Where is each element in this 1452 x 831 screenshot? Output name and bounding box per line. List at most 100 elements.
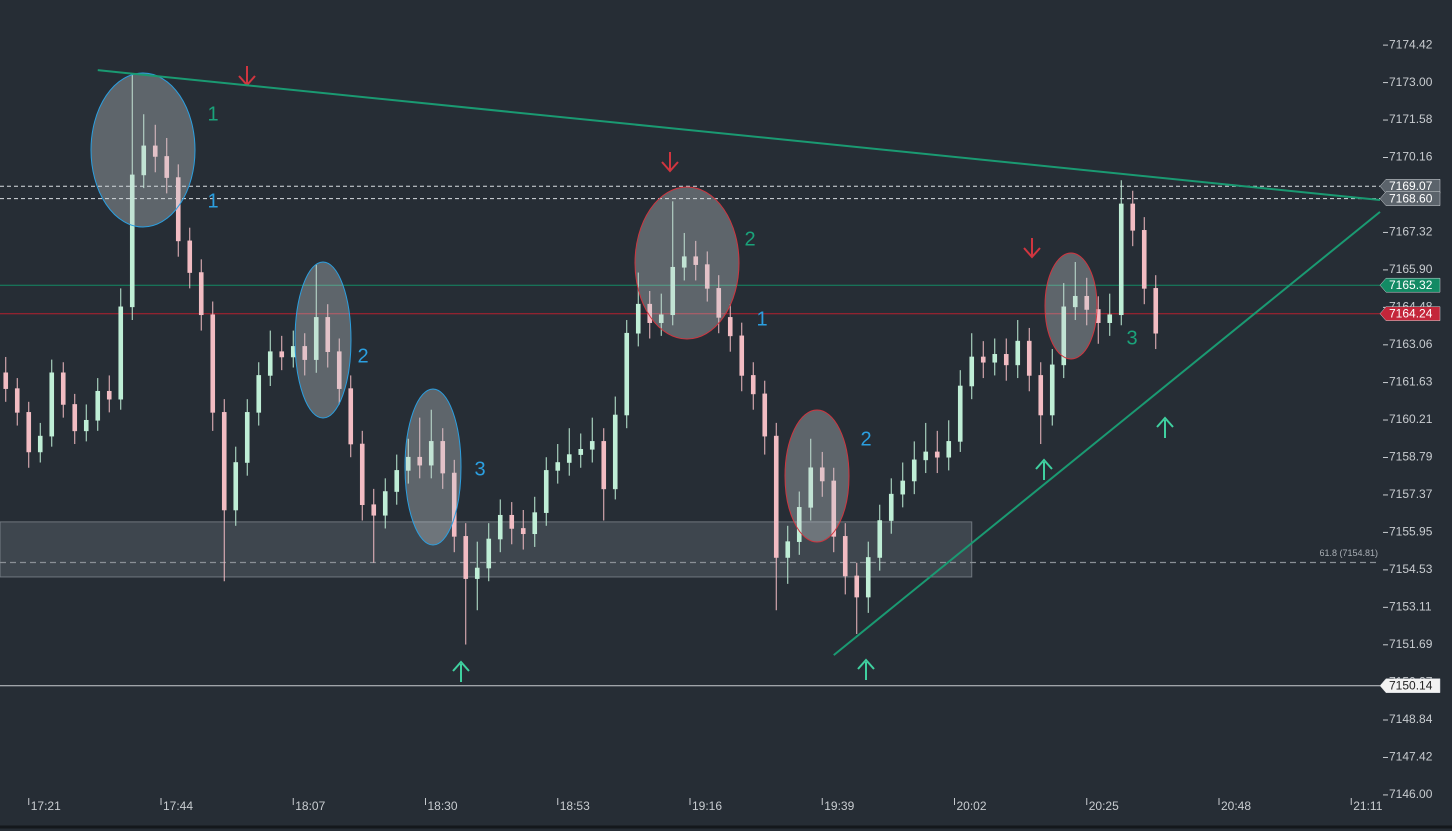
y-tick-label: 7170.16 [1389,150,1433,164]
candle-body [497,514,503,540]
candle-body [566,454,572,463]
y-tick-label: 7158.79 [1389,450,1433,464]
x-tick-label: 20:02 [957,799,987,813]
up-arrow [857,658,875,680]
candle-body [210,314,216,413]
candle-body [762,393,768,437]
candle-body [934,451,940,458]
y-tick-label: 7171.58 [1389,112,1433,126]
y-tick-label: 7157.37 [1389,487,1433,501]
candle-body [693,256,699,265]
candle-body [819,467,825,482]
candle-body [1084,295,1090,310]
candle-body [957,385,963,442]
up-arrow [1035,458,1053,480]
ellipse [404,388,462,546]
candle-body [865,557,871,598]
up-arrows [452,416,1174,682]
candle-body [612,414,618,490]
zone [0,521,973,578]
down-arrow [1023,238,1041,259]
candle-body [198,272,204,316]
candle-body [486,538,492,569]
candle-body [49,372,55,437]
candle-body [394,470,400,492]
candle-body [256,375,262,413]
candle-body [923,451,929,461]
annotation: 1 [756,308,767,330]
annotation: 3 [1126,327,1137,349]
candle-body [658,314,664,323]
y-tick-label: 7153.11 [1389,600,1432,614]
price-tag-label: 7150.14 [1389,678,1433,692]
annotation: 1 [207,103,218,125]
x-tick-label: 19:16 [692,799,722,813]
trendline [833,211,1381,656]
y-tick-label: 7147.42 [1389,750,1433,764]
candle-body [946,441,952,458]
y-tick-label: 7163.06 [1389,337,1433,351]
price-tag [1379,678,1441,693]
candle-body [405,456,411,471]
candle-body [37,435,43,453]
up-arrow [1156,416,1174,438]
price-tag-label: 7164.24 [1389,306,1433,320]
candle-body [1061,306,1067,366]
y-tick-label: 7154.53 [1389,562,1433,576]
candle-body [1003,354,1009,366]
up-arrow [452,660,470,682]
candle-body [1038,375,1044,416]
candle-body [1072,295,1078,308]
candle-body [221,412,227,511]
x-tick-label: 18:53 [560,799,590,813]
candle-body [911,459,917,482]
y-tick-label: 7167.32 [1389,225,1433,239]
y-tick-label: 7155.95 [1389,525,1433,539]
x-tick-label: 17:21 [31,799,61,813]
candle-body [578,449,584,455]
candle-body [164,156,170,178]
y-tick-label: 7174.42 [1389,37,1433,51]
price-tag [1379,277,1441,293]
candle-body [1141,230,1147,289]
ellipse [294,261,352,419]
candle-body [451,472,457,537]
price-tag-label: 7168.60 [1389,191,1433,205]
candle-body [796,507,802,542]
drawings [90,66,1174,682]
candle-body [601,441,607,490]
candle-body [716,288,722,318]
candle-body [1049,364,1055,416]
candle-body [417,456,423,466]
candle-body [141,145,147,176]
candle-body [302,346,308,360]
candle-body [244,412,250,463]
candle-body [888,493,894,521]
y-tick-label: 7165.90 [1389,262,1433,276]
candle-body [670,266,676,316]
ellipse [784,409,850,543]
candle-body [60,372,66,405]
x-tick-label: 19:39 [824,799,854,813]
candle-body [129,174,135,308]
trendline [97,69,1381,201]
candle-body [624,332,630,416]
candle-body [635,303,641,334]
price-tag-label: 7169.07 [1389,179,1433,193]
x-tick-label: 18:30 [428,799,458,813]
candle-body [233,462,239,511]
candle-body [555,462,561,471]
candle-body [854,575,860,598]
candle-body [72,404,78,432]
candle-body [26,412,32,453]
price-tag [1379,179,1441,194]
candle-body [543,470,549,513]
price-tag [1379,191,1441,206]
x-tick-label: 20:25 [1089,799,1119,813]
candle-body [95,390,101,421]
candle-body [589,441,595,450]
candle-body [428,441,434,466]
candle-body [1026,340,1032,376]
